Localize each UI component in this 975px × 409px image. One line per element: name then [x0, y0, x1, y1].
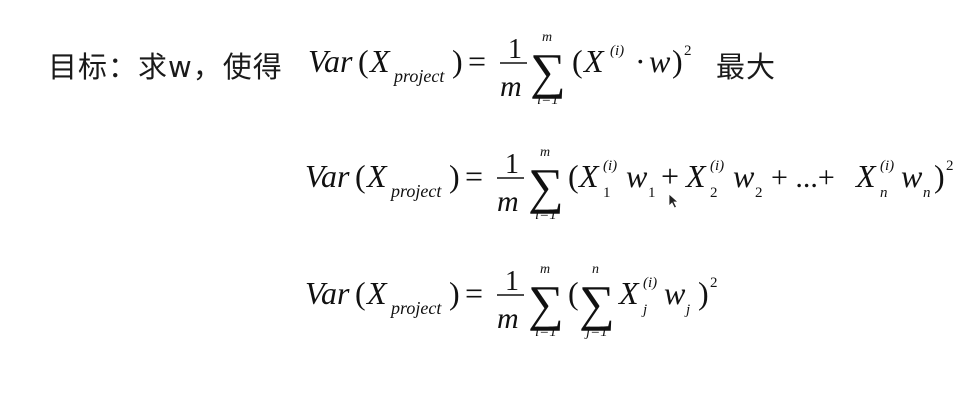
eq2-w1-sub: 1	[648, 185, 656, 201]
eq3-xj-sub: j	[641, 302, 647, 318]
eq2-sum-top: m	[540, 145, 550, 160]
eq3-var: Var	[305, 275, 350, 311]
eq2-x: X	[365, 158, 388, 194]
eq2-xn-sup: (i)	[880, 158, 894, 174]
eq2-sigma: ∑	[528, 158, 564, 214]
eq3-sum-bottom: i=1	[535, 324, 557, 340]
eq2-plus-1: +	[661, 158, 679, 194]
eq3-x: X	[365, 275, 388, 311]
equation-3: Var ( X project ) = 1 m m ∑ i=1 ( n ∑ j=…	[305, 262, 718, 340]
eq3-inner-sum-bottom: j=1	[584, 324, 608, 340]
eq2-x-sub: project	[389, 181, 442, 201]
eq2-var: Var	[305, 158, 350, 194]
eq3-inner-sum-top: n	[592, 262, 599, 277]
eq3-sum-top: m	[540, 262, 550, 277]
equation-1: Var ( X project ) = 1 m m ∑ i=1 ( X (i) …	[308, 30, 692, 108]
eq1-term-lparen: (	[572, 43, 583, 79]
eq1-var: Var	[308, 43, 353, 79]
eq1-lparen: (	[358, 43, 369, 79]
eq1-x: X	[368, 43, 391, 79]
eq2-frac-den: m	[497, 185, 519, 218]
eq3-wj-sub: j	[684, 302, 690, 318]
eq1-term-w: w	[649, 43, 671, 79]
eq2-rparen: )	[449, 158, 460, 194]
eq1-term-x: X	[582, 43, 605, 79]
eq2-x1: X	[577, 158, 600, 194]
eq2-equals: =	[465, 158, 483, 194]
eq3-xj-sup: (i)	[643, 275, 657, 291]
eq2-lparen: (	[355, 158, 366, 194]
eq1-rparen: )	[452, 43, 463, 79]
eq3-term-lparen: (	[568, 275, 579, 311]
equation-2: Var ( X project ) = 1 m m ∑ i=1 ( X (i) …	[305, 145, 954, 223]
eq2-wn: w	[901, 158, 923, 194]
eq1-x-sub: project	[392, 66, 445, 86]
eq2-sum-bottom: i=1	[535, 207, 557, 223]
eq3-sigma: ∑	[528, 275, 564, 331]
objective-lead-text: 目标：求w，使得	[48, 50, 283, 84]
eq3-term-rparen: )	[698, 275, 709, 311]
eq1-frac-den: m	[500, 70, 522, 103]
eq1-power: 2	[684, 43, 692, 59]
eq2-xn: X	[854, 158, 877, 194]
eq1-term-sup: (i)	[610, 43, 624, 59]
eq3-power: 2	[710, 275, 718, 291]
eq2-x2-sub: 2	[710, 185, 718, 201]
eq1-sum-bottom: i=1	[537, 92, 559, 108]
objective-tail-text: 最大	[716, 50, 777, 84]
eq3-rparen: )	[449, 275, 460, 311]
mouse-cursor-icon	[668, 193, 680, 209]
eq2-x1-sub: 1	[603, 185, 611, 201]
eq3-lparen: (	[355, 275, 366, 311]
eq3-inner-sigma: ∑	[579, 275, 615, 331]
eq2-ellipsis: + ...+	[771, 161, 835, 194]
eq2-w2: w	[733, 158, 755, 194]
eq2-xn-sub: n	[880, 185, 888, 201]
eq1-sum-top: m	[542, 30, 552, 45]
eq2-x2: X	[684, 158, 707, 194]
eq1-frac-num: 1	[508, 34, 522, 65]
eq3-xj: X	[617, 275, 640, 311]
eq2-term-rparen: )	[934, 158, 945, 194]
eq1-term-rparen: )	[672, 43, 683, 79]
eq3-wj: w	[664, 275, 686, 311]
eq2-x2-sup: (i)	[710, 158, 724, 174]
eq2-w2-sub: 2	[755, 185, 763, 201]
eq3-x-sub: project	[389, 298, 442, 318]
eq3-equals: =	[465, 275, 483, 311]
eq2-x1-sup: (i)	[603, 158, 617, 174]
eq1-term-dot: ·	[635, 43, 646, 79]
eq3-frac-num: 1	[505, 266, 519, 297]
eq2-term-lparen: (	[568, 158, 579, 194]
eq2-wn-sub: n	[923, 185, 931, 201]
eq2-w1: w	[626, 158, 648, 194]
eq3-frac-den: m	[497, 302, 519, 335]
eq1-sigma: ∑	[530, 43, 566, 99]
eq2-frac-num: 1	[505, 149, 519, 180]
eq1-equals: =	[468, 43, 486, 79]
eq2-power: 2	[946, 158, 954, 174]
